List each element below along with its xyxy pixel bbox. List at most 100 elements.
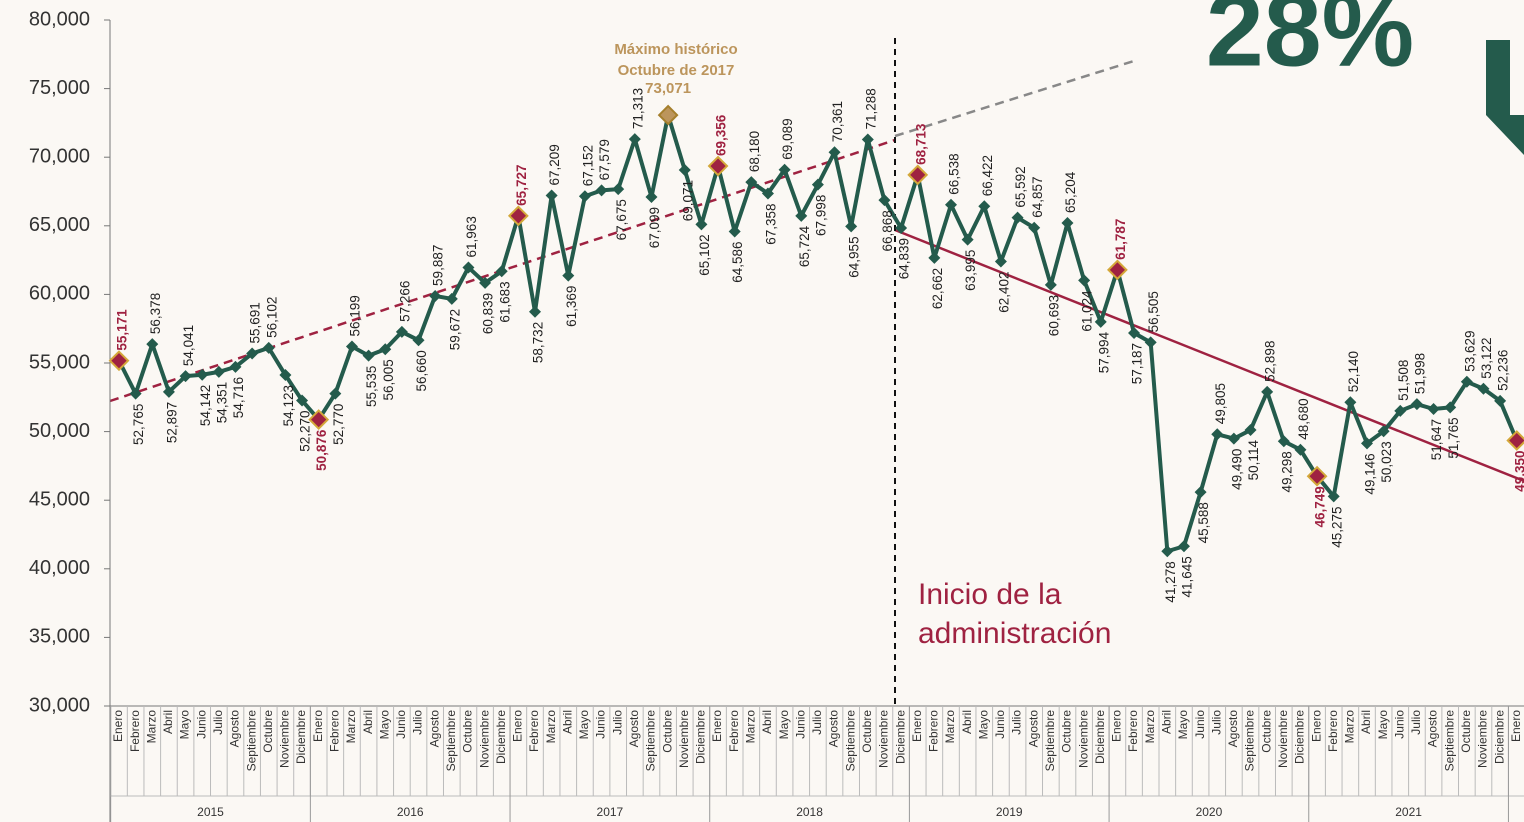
value-label: 64,857	[1030, 176, 1045, 217]
marker	[945, 198, 957, 211]
marker	[1094, 315, 1107, 328]
y-tick-label: 55,000	[29, 351, 90, 373]
x-tick-label: Febrero	[927, 710, 941, 752]
marker	[545, 189, 558, 202]
value-label: 65,727	[514, 165, 529, 206]
marker	[1244, 424, 1257, 437]
marker	[1394, 404, 1407, 417]
marker	[678, 163, 691, 176]
value-label: 58,732	[531, 322, 546, 363]
marker	[845, 220, 858, 233]
value-label: 64,955	[847, 236, 862, 277]
marker	[1044, 278, 1057, 291]
marker	[507, 205, 529, 227]
value-label: 59,672	[447, 309, 462, 350]
y-tick-label: 75,000	[29, 77, 90, 99]
value-label: 55,171	[115, 309, 130, 351]
x-tick-label: Julio	[1209, 710, 1223, 735]
year-label: 2019	[996, 805, 1023, 819]
value-label: 66,422	[980, 155, 995, 196]
x-tick-label: Enero	[1110, 710, 1124, 742]
marker	[1078, 274, 1091, 287]
x-tick-label: Abril	[1359, 710, 1373, 734]
marker	[907, 164, 929, 186]
trend-projection	[894, 58, 1138, 138]
year-label: 2016	[397, 805, 424, 819]
value-label: 55,691	[248, 302, 263, 343]
y-tick-label: 30,000	[29, 694, 90, 716]
x-tick-label: Agosto	[1026, 710, 1040, 748]
value-label: 56,660	[414, 350, 429, 391]
value-label: 50,023	[1379, 441, 1394, 482]
value-label: 61,787	[1113, 219, 1128, 260]
marker	[1277, 435, 1290, 448]
x-tick-label: Agosto	[627, 710, 641, 748]
x-tick-label: Febrero	[327, 710, 341, 752]
value-label: 49,490	[1229, 449, 1244, 490]
value-label: 65,204	[1063, 171, 1078, 213]
down-arrow	[1486, 40, 1524, 155]
value-label: 62,402	[996, 271, 1011, 312]
marker	[146, 338, 159, 351]
marker	[129, 387, 142, 400]
value-label: 49,146	[1363, 453, 1378, 494]
value-label: 69,089	[780, 118, 795, 159]
value-label: 64,586	[730, 241, 745, 282]
x-tick-label: Noviembre	[477, 710, 491, 768]
value-label: 41,645	[1180, 556, 1195, 597]
x-tick-label: Enero	[710, 710, 724, 742]
value-label: 51,647	[1429, 419, 1444, 460]
x-tick-label: Marzo	[943, 710, 957, 744]
value-label: 68,713	[913, 123, 928, 165]
value-label: 67,152	[580, 145, 595, 186]
value-label: 57,187	[1130, 343, 1145, 384]
marker	[196, 368, 209, 381]
value-label: 62,662	[930, 268, 945, 309]
x-tick-label: Agosto	[427, 710, 441, 748]
value-label: 54,351	[214, 382, 229, 423]
annotation: administración	[918, 617, 1111, 650]
trend-after	[894, 228, 1524, 483]
value-label: 66,538	[947, 153, 962, 194]
year-label: 2017	[597, 805, 624, 819]
marker	[162, 385, 175, 398]
marker	[296, 394, 309, 407]
x-tick-label: Abril	[560, 710, 574, 734]
value-label: 49,350	[1512, 451, 1524, 492]
value-label: 67,358	[764, 203, 779, 244]
x-tick-label: Abril	[1159, 710, 1173, 734]
x-tick-label: Noviembre	[877, 710, 891, 768]
value-label: 71,288	[863, 88, 878, 129]
x-tick-label: Noviembre	[278, 710, 292, 768]
value-label: 57,266	[397, 281, 412, 322]
marker	[108, 350, 130, 372]
x-tick-label: Marzo	[544, 710, 558, 744]
peak-annotation: Máximo histórico	[614, 41, 737, 58]
x-tick-label: Febrero	[1126, 710, 1140, 752]
marker	[1327, 490, 1340, 503]
x-tick-label: Julio	[211, 710, 225, 735]
x-tick-label: Junio	[194, 710, 208, 739]
value-label: 60,839	[481, 293, 496, 334]
marker	[1444, 401, 1457, 414]
x-tick-label: Julio	[610, 710, 624, 735]
x-tick-label: Junio	[394, 710, 408, 739]
marker	[578, 190, 591, 203]
x-tick-label: Mayo	[976, 710, 990, 740]
value-label: 61,683	[497, 281, 512, 322]
x-tick-label: Junio	[1193, 710, 1207, 739]
x-tick-label: Mayo	[577, 710, 591, 740]
value-label: 55,535	[364, 366, 379, 407]
x-tick-label: Enero	[311, 710, 325, 742]
marker	[728, 225, 741, 238]
marker	[1061, 217, 1074, 230]
marker	[308, 409, 330, 430]
x-tick-label: Enero	[910, 710, 924, 742]
value-label: 65,724	[797, 225, 812, 267]
marker	[1144, 336, 1157, 349]
value-label: 60,693	[1046, 295, 1061, 336]
x-tick-label: Septiembre	[444, 710, 458, 772]
marker	[529, 305, 541, 318]
x-tick-label: Febrero	[727, 710, 741, 752]
marker	[362, 349, 375, 362]
